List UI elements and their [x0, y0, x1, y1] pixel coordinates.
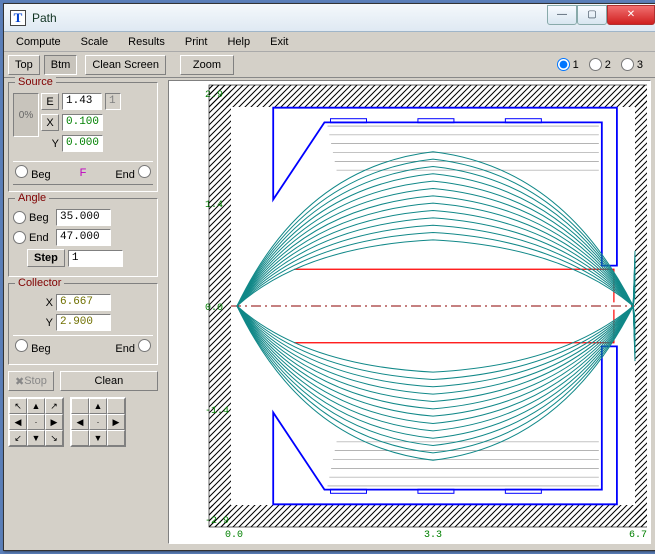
view-radio-3[interactable]: 3: [621, 58, 643, 71]
angle-beg-radio[interactable]: [13, 211, 26, 224]
view-radio-1[interactable]: 1: [557, 58, 579, 71]
svg-text:1.4: 1.4: [205, 200, 223, 211]
ray-trace-plot: 2.9 1.4 0.0 -1.4 -2.9 0.0 3.3 6.7: [169, 81, 647, 543]
menu-scale[interactable]: Scale: [73, 34, 117, 50]
view-radio-group: 1 2 3: [557, 58, 653, 71]
zoom-button[interactable]: Zoom: [180, 55, 234, 75]
menu-print[interactable]: Print: [177, 34, 216, 50]
collector-legend: Collector: [15, 277, 64, 289]
svg-text:3.3: 3.3: [424, 530, 442, 541]
svg-text:0.0: 0.0: [225, 530, 243, 541]
collector-y-value[interactable]: 2.900: [56, 314, 111, 331]
angle-end-value[interactable]: 47.000: [56, 229, 111, 246]
window-title: Path: [32, 11, 57, 25]
collector-end-radio[interactable]: End: [115, 339, 151, 355]
collector-group: Collector X 6.667 Y 2.900 Beg End: [8, 283, 158, 365]
source-legend: Source: [15, 76, 56, 88]
app-icon: T: [10, 10, 26, 26]
angle-beg-label: Beg: [29, 212, 53, 224]
source-x-label[interactable]: X: [41, 114, 59, 131]
view-radio-2[interactable]: 2: [589, 58, 611, 71]
source-e-label[interactable]: E: [41, 93, 59, 110]
plot-canvas[interactable]: 2.9 1.4 0.0 -1.4 -2.9 0.0 3.3 6.7: [168, 80, 651, 544]
menu-compute[interactable]: Compute: [8, 34, 69, 50]
source-beg-radio[interactable]: Beg: [15, 165, 51, 181]
menu-exit[interactable]: Exit: [262, 34, 296, 50]
svg-text:0.0: 0.0: [205, 303, 223, 314]
angle-end-label: End: [29, 232, 53, 244]
source-f-label: F: [80, 167, 87, 179]
angle-group: Angle Beg 35.000 End 47.000 Step 1: [8, 198, 158, 277]
menubar: Compute Scale Results Print Help Exit: [4, 32, 655, 52]
arrow-pads: ↖▲↗ ◀·▶ ↙▼↘ ▲ ◀·▶ ▼: [8, 397, 158, 447]
source-end-radio[interactable]: End: [115, 165, 151, 181]
source-y-value[interactable]: 0.000: [62, 135, 103, 152]
source-x-value[interactable]: 0.100: [62, 114, 103, 131]
svg-text:-1.4: -1.4: [205, 406, 229, 417]
source-e-value[interactable]: 1.43: [62, 93, 102, 110]
clean-screen-button[interactable]: Clean Screen: [85, 55, 166, 75]
pan-pad-1[interactable]: ↖▲↗ ◀·▶ ↙▼↘: [8, 397, 64, 447]
collector-y-label: Y: [39, 317, 53, 329]
collector-x-value[interactable]: 6.667: [56, 294, 111, 311]
btm-button[interactable]: Btm: [44, 55, 78, 75]
svg-text:2.9: 2.9: [205, 90, 223, 101]
window-buttons: — ▢ ✕: [547, 5, 655, 25]
close-button[interactable]: ✕: [607, 5, 655, 25]
source-e-index: 1: [105, 93, 121, 110]
angle-beg-value[interactable]: 35.000: [56, 209, 111, 226]
titlebar: T Path — ▢ ✕: [4, 4, 655, 32]
menu-results[interactable]: Results: [120, 34, 173, 50]
minimize-button[interactable]: —: [547, 5, 577, 25]
menu-help[interactable]: Help: [219, 34, 258, 50]
app-window: T Path — ▢ ✕ Compute Scale Results Print…: [3, 3, 655, 551]
source-group: Source 0% E 1.43 1 X 0.100: [8, 82, 158, 192]
source-y-label: Y: [41, 138, 59, 150]
angle-step-value[interactable]: 1: [68, 250, 123, 267]
angle-step-button[interactable]: Step: [27, 249, 65, 267]
angle-legend: Angle: [15, 192, 49, 204]
source-pct: 0%: [13, 93, 39, 137]
pan-pad-2[interactable]: ▲ ◀·▶ ▼: [70, 397, 126, 447]
maximize-button[interactable]: ▢: [577, 5, 607, 25]
svg-text:-2.9: -2.9: [205, 516, 229, 527]
toolbar: Top Btm Clean Screen Zoom 1 2 3: [4, 52, 655, 78]
side-panel: Source 0% E 1.43 1 X 0.100: [4, 78, 162, 550]
collector-x-label: X: [39, 297, 53, 309]
stop-button[interactable]: ✖ Stop: [8, 371, 54, 391]
clean-button[interactable]: Clean: [60, 371, 158, 391]
angle-end-radio[interactable]: [13, 231, 26, 244]
svg-text:6.7: 6.7: [629, 530, 647, 541]
collector-beg-radio[interactable]: Beg: [15, 339, 51, 355]
body: Source 0% E 1.43 1 X 0.100: [4, 78, 655, 550]
plot-region: 2.9 1.4 0.0 -1.4 -2.9 0.0 3.3 6.7: [162, 78, 655, 550]
top-button[interactable]: Top: [8, 55, 40, 75]
